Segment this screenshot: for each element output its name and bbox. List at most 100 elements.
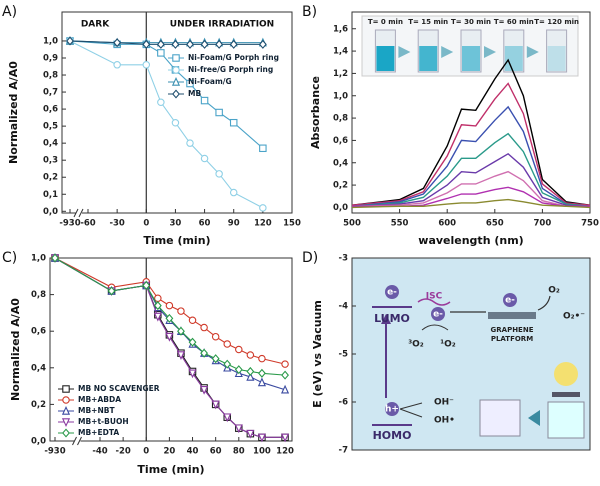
marker	[186, 39, 194, 49]
beaker	[479, 399, 521, 437]
y-axis-label: E (eV) vs Vacuum	[311, 300, 324, 408]
cuvette-liquid	[504, 46, 523, 71]
legend-marker	[172, 89, 180, 99]
x-tick-label: 600	[438, 219, 456, 229]
electron	[385, 285, 399, 299]
panel-label: C)	[2, 250, 17, 266]
y-axis-label: Normalized A/A0	[7, 61, 20, 164]
marker	[246, 371, 255, 381]
inset-label: T= 60 min	[494, 18, 534, 26]
annotation: DARK	[81, 20, 110, 30]
axis-break	[73, 208, 84, 218]
marker	[211, 354, 220, 364]
marker	[223, 359, 232, 369]
marker	[246, 366, 255, 377]
isc-wave	[417, 298, 451, 306]
y-tick-label: 0,8	[43, 71, 58, 81]
process-arrow	[528, 410, 540, 426]
x-tick-label: -30	[109, 219, 124, 229]
marker	[66, 36, 74, 46]
x-tick-label: 60	[210, 447, 222, 457]
marker	[246, 351, 255, 359]
plot-frame	[49, 257, 293, 442]
marker	[51, 253, 59, 263]
panel-label: D)	[302, 250, 318, 266]
marker	[154, 294, 162, 303]
legend-label: MB+NBT	[78, 406, 115, 415]
marker	[259, 144, 267, 153]
triplet-oxygen: ³O₂	[408, 340, 424, 350]
legend-marker	[171, 76, 181, 86]
platform-label: PLATFORM	[491, 335, 533, 343]
x-tick-label: 700	[534, 219, 552, 229]
marker	[257, 433, 266, 443]
marker	[188, 369, 197, 379]
inset-label: T= 15 min	[408, 18, 448, 26]
marker	[156, 39, 165, 49]
x-tick-label: 60	[199, 219, 211, 229]
marker	[257, 377, 266, 387]
marker	[165, 313, 174, 323]
arrow	[398, 46, 411, 58]
y-tick-label: 1,4	[333, 47, 348, 57]
y-tick-label: 0,2	[43, 173, 58, 183]
marker	[157, 49, 165, 57]
plot-frame	[351, 11, 591, 214]
marker	[171, 39, 180, 49]
lumo-label: LUMO	[374, 312, 410, 325]
marker	[215, 170, 223, 178]
x-tick-label: 0	[143, 447, 149, 457]
x-tick-label: 500	[343, 219, 361, 229]
arrow-head	[381, 314, 391, 324]
x-axis-label: Time (min)	[143, 234, 210, 247]
inset-label: T= 0 min	[368, 18, 403, 26]
marker	[142, 61, 151, 69]
legend-marker	[62, 385, 70, 393]
energy-diagram-art	[352, 258, 590, 450]
marker	[215, 108, 223, 117]
marker	[246, 429, 255, 439]
arrow	[484, 46, 496, 58]
marker	[142, 39, 151, 49]
x-tick-label: 100	[253, 447, 271, 457]
oxidation-arrows	[399, 402, 423, 418]
marker	[259, 204, 267, 212]
marker	[188, 337, 197, 347]
marker	[229, 118, 238, 127]
y-tick-label: 0,6	[31, 327, 46, 337]
x-tick-label: 80	[233, 447, 245, 457]
y-tick-label: -6	[339, 398, 349, 408]
y-tick-label: 0,8	[31, 290, 46, 300]
reduction-arrow	[537, 295, 551, 311]
axis-break-gap	[76, 211, 82, 215]
marker	[280, 433, 290, 443]
marker	[113, 38, 122, 48]
y-tick-label: -5	[339, 350, 349, 360]
marker	[211, 400, 220, 410]
x-tick-label: -930	[59, 219, 80, 229]
series-line	[54, 257, 286, 365]
x-tick-label: -930	[44, 447, 65, 457]
series-line	[352, 186, 590, 207]
cuvette-liquid	[462, 46, 480, 71]
legend-marker	[62, 396, 70, 404]
series-line	[69, 40, 264, 209]
legend-label: MB+EDTA	[78, 428, 119, 437]
series-line	[351, 82, 591, 206]
marker	[200, 386, 209, 395]
x-tick-label: 120	[254, 219, 272, 229]
electron-label: e-	[505, 296, 515, 306]
marker	[177, 307, 185, 315]
legend-marker	[62, 428, 70, 438]
electron-label: e-	[433, 310, 443, 320]
y-tick-label: 0,6	[333, 136, 348, 146]
marker	[223, 340, 231, 348]
y-tick-label: 0,9	[43, 53, 58, 63]
y-tick-label: -3	[339, 254, 349, 264]
axis-break	[72, 436, 82, 446]
series-line	[351, 105, 591, 207]
marker	[177, 326, 185, 336]
marker	[280, 384, 290, 394]
legend-label: Ni-Foam/G Porph ring	[188, 53, 279, 62]
series-line	[69, 40, 263, 44]
